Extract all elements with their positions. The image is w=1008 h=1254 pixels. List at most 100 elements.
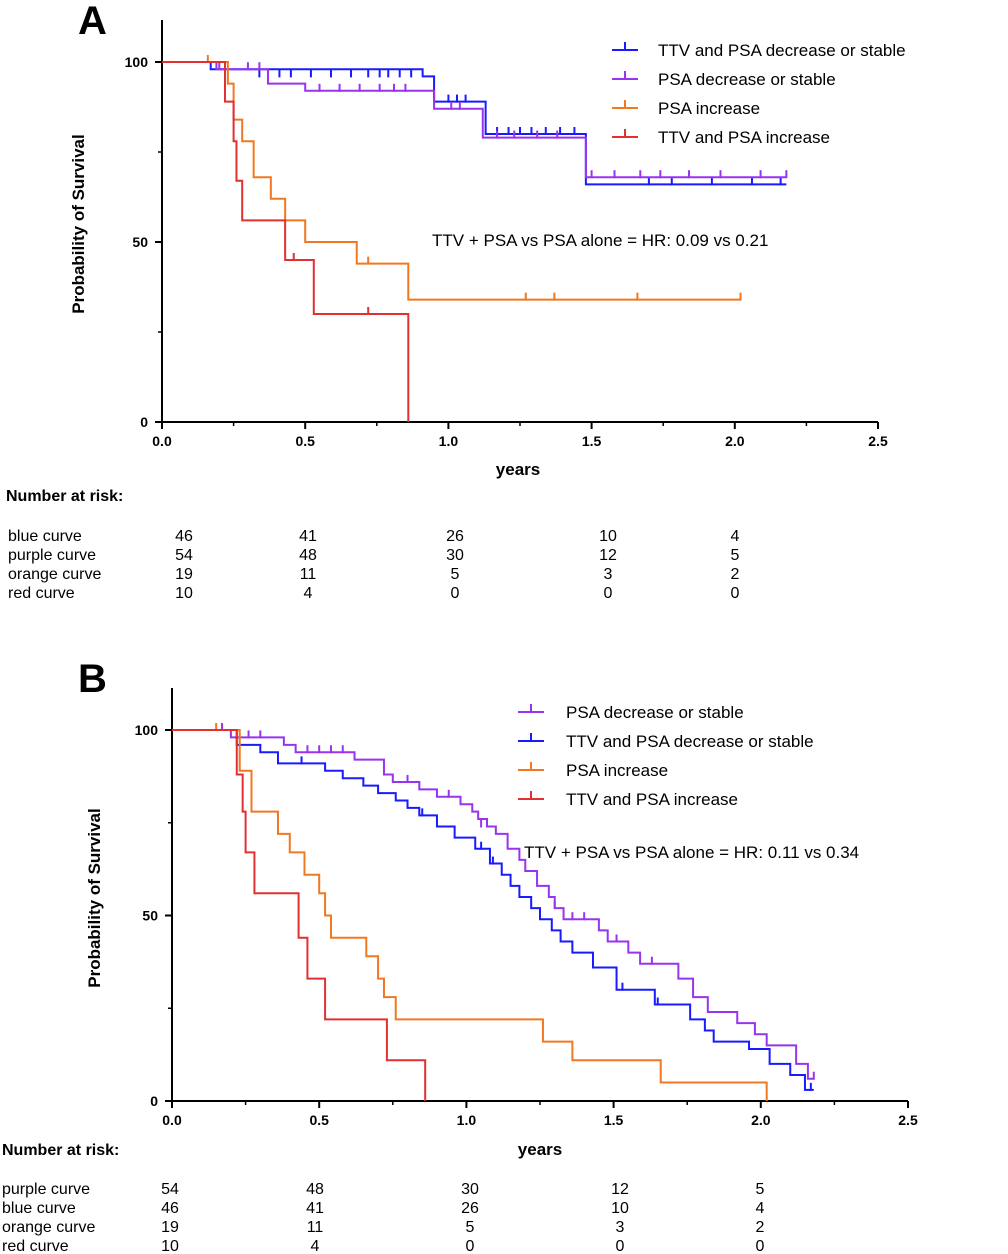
panel-b-legend-label: TTV and PSA decrease or stable: [566, 732, 814, 751]
panel-b-x-tick-label: 0.0: [162, 1112, 182, 1128]
panel-a-legend-label: PSA decrease or stable: [658, 70, 836, 89]
panel-a-x-tick-label: 1.0: [439, 433, 459, 449]
panel-b-x-tick-label: 2.5: [898, 1112, 918, 1128]
panel-b-risk-value: 11: [307, 1219, 324, 1236]
panel-b-curve-ttv-and-psa-decrease-or-stable: [172, 729, 814, 1091]
panel-b-y-tick-label: 0: [150, 1093, 158, 1109]
panel-b-risk-value: 0: [466, 1238, 475, 1254]
panel-a-x-axis-title: years: [496, 460, 540, 479]
panel-a-risk-row-label: blue curve: [8, 528, 82, 545]
panel-a-risk-value: 10: [599, 528, 617, 545]
panel-b-risk-value: 46: [161, 1200, 179, 1217]
panel-b-legend-label: PSA decrease or stable: [566, 703, 744, 722]
panel-b-risk-value: 30: [461, 1181, 479, 1198]
panel-b-risk-value: 19: [161, 1219, 179, 1236]
panel-a-y-tick-label: 0: [140, 414, 148, 430]
panel-b-x-tick-label: 0.5: [309, 1112, 329, 1128]
panel-b-legend: PSA decrease or stable TTV and PSA decrea…: [518, 703, 814, 809]
panel-a-risk-value: 3: [604, 566, 613, 583]
panel-a-risk-value: 48: [299, 547, 317, 564]
panel-b-risk-row-label: red curve: [2, 1238, 69, 1254]
panel-b-risk-value: 10: [611, 1200, 629, 1217]
panel-a-risk-value: 54: [175, 547, 193, 564]
panel-a-x-tick-label: 0.0: [152, 433, 172, 449]
panel-b-risk-value: 41: [306, 1200, 324, 1217]
panel-b-risk-value: 48: [306, 1181, 324, 1198]
panel-a-risk-value: 5: [451, 566, 460, 583]
panel-b-risk-value: 4: [756, 1200, 765, 1217]
panel-b-x-tick-label: 1.0: [457, 1112, 477, 1128]
panel-b-x-tick-label: 1.5: [604, 1112, 624, 1128]
panel-a-curve-ttv-and-psa-increase: [162, 61, 410, 422]
panel-b-x-axis-title: years: [518, 1140, 562, 1159]
panel-a-x-tick-label: 1.5: [582, 433, 602, 449]
panel-a-risk-value: 19: [175, 566, 193, 583]
panel-b-risk-value: 3: [616, 1219, 625, 1236]
panel-a-risk-value: 4: [304, 585, 313, 602]
panel-b-risk-row-label: blue curve: [2, 1200, 76, 1217]
panel-a-y-tick-label: 100: [125, 54, 149, 70]
panel-b-risk-value: 5: [466, 1219, 475, 1236]
panel-a-hazard-ratio-annotation: TTV + PSA vs PSA alone = HR: 0.09 vs 0.2…: [432, 231, 768, 250]
panel-b-curve-ttv-and-psa-increase: [172, 729, 427, 1101]
panel-a-label: A: [78, 0, 107, 43]
panel-b-curve-psa-decrease-or-stable: [172, 729, 814, 1080]
panel-b-curve-psa-increase: [172, 729, 768, 1101]
panel-a-risk-value: 41: [299, 528, 317, 545]
panel-b-legend-label: PSA increase: [566, 761, 668, 780]
panel-b-risk-value: 54: [161, 1181, 179, 1198]
panel-a-risk-value: 12: [599, 547, 617, 564]
panel-a-axes: 0.0 0.5 1.0 1.5 2.0 2.5 0 50 100: [125, 20, 888, 449]
panel-b-risk-value: 4: [311, 1238, 320, 1254]
panel-b-risk-value: 5: [756, 1181, 765, 1198]
panel-b-risk-value: 26: [461, 1200, 479, 1217]
panel-b-y-tick-label: 50: [142, 908, 158, 924]
panel-b-x-tick-label: 2.0: [751, 1112, 771, 1128]
panel-a-curve-psa-increase: [162, 61, 741, 301]
panel-a-x-tick-label: 0.5: [295, 433, 315, 449]
panel-a-risk-value: 11: [300, 566, 317, 583]
panel-b-axes: 0.0 0.5 1.0 1.5 2.0 2.5 0 50 100: [135, 688, 918, 1128]
panel-a-y-axis-title: Probability of Survival: [69, 134, 88, 314]
panel-a-legend: TTV and PSA decrease or stable PSA decrea…: [612, 41, 906, 147]
panel-a-legend-label: PSA increase: [658, 99, 760, 118]
panel-a-x-tick-label: 2.0: [725, 433, 745, 449]
panel-b-risk-row-label: purple curve: [2, 1181, 90, 1198]
panel-b-risk-value: 0: [616, 1238, 625, 1254]
panel-a-risk-value: 2: [731, 566, 740, 583]
panel-a-risk-value: 0: [451, 585, 460, 602]
panel-b-risk-value: 2: [756, 1219, 765, 1236]
panel-b-hazard-ratio-annotation: TTV + PSA vs PSA alone = HR: 0.11 vs 0.3…: [524, 843, 859, 862]
panel-b-curves: [172, 723, 815, 1101]
panel-b-y-tick-label: 100: [135, 722, 159, 738]
panel-b-risk-value: 12: [611, 1181, 629, 1198]
panel-a-x-tick-label: 2.5: [868, 433, 888, 449]
panel-b-label: B: [78, 657, 107, 701]
panel-a-risk-value: 30: [446, 547, 464, 564]
panel-a-risk-value: 26: [446, 528, 464, 545]
panel-a-risk-row-label: red curve: [8, 585, 75, 602]
panel-b-legend-label: TTV and PSA increase: [566, 790, 738, 809]
panel-b-number-at-risk-title: Number at risk:: [2, 1142, 119, 1159]
panel-a-risk-row-label: purple curve: [8, 547, 96, 564]
panel-a-y-tick-label: 50: [132, 234, 148, 250]
panel-a-curves: [162, 55, 788, 422]
panel-a-risk-value: 0: [731, 585, 740, 602]
panel-a-risk-value: 5: [731, 547, 740, 564]
panel-b-risk-value: 10: [161, 1238, 179, 1254]
panel-a-legend-label: TTV and PSA decrease or stable: [658, 41, 906, 60]
panel-a-risk-value: 46: [175, 528, 193, 545]
panel-a-risk-value: 10: [175, 585, 193, 602]
panel-a-legend-label: TTV and PSA increase: [658, 128, 830, 147]
panel-b-y-axis-title: Probability of Survival: [85, 808, 104, 988]
panel-a-risk-value: 0: [604, 585, 613, 602]
panel-a-risk-row-label: orange curve: [8, 566, 101, 583]
panel-b-risk-row-label: orange curve: [2, 1219, 95, 1236]
panel-a-risk-value: 4: [731, 528, 740, 545]
panel-b-risk-value: 0: [756, 1238, 765, 1254]
